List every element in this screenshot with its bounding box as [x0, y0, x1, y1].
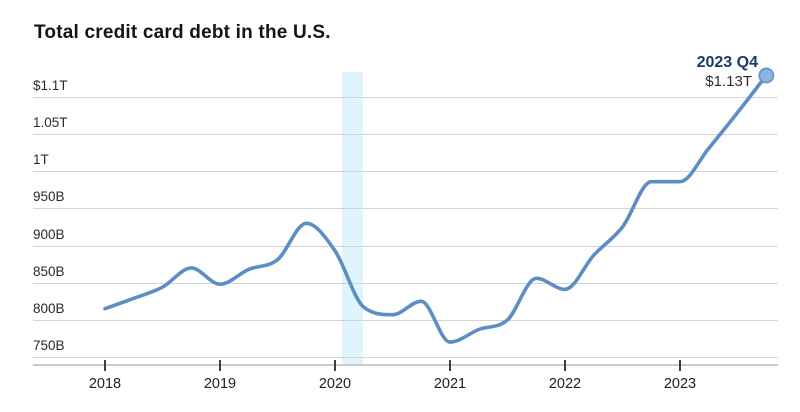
y-axis-label: 1.05T	[33, 115, 68, 130]
x-axis-tick	[104, 360, 106, 371]
x-axis-tick	[679, 360, 681, 371]
y-axis-label: 800B	[33, 301, 65, 316]
recession-band	[342, 72, 363, 364]
y-axis-label: $1.1T	[33, 78, 68, 93]
x-axis-label: 2021	[433, 376, 467, 392]
x-axis-label: 2022	[548, 376, 582, 392]
gridline	[33, 134, 778, 135]
x-axis-label: 2023	[663, 376, 697, 392]
x-axis-tick	[334, 360, 336, 371]
y-axis-label: 900B	[33, 227, 65, 242]
x-axis-label: 2019	[203, 376, 237, 392]
gridline	[33, 283, 778, 284]
gridline	[33, 171, 778, 172]
annotation-value: $1.13T	[705, 73, 752, 90]
gridline	[33, 97, 778, 98]
gridline	[33, 320, 778, 321]
x-axis-line	[33, 364, 778, 366]
x-axis-tick	[219, 360, 221, 371]
y-axis-label: 1T	[33, 152, 49, 167]
x-axis-label: 2020	[318, 376, 352, 392]
x-axis-tick	[449, 360, 451, 371]
y-axis-label: 750B	[33, 338, 65, 353]
gridline	[33, 357, 778, 358]
gridline	[33, 246, 778, 247]
y-axis-label: 850B	[33, 264, 65, 279]
chart-title: Total credit card debt in the U.S.	[34, 22, 331, 43]
x-axis-tick	[564, 360, 566, 371]
debt-line-path	[103, 73, 769, 344]
x-axis-label: 2018	[88, 376, 122, 392]
annotation-quarter: 2023 Q4	[696, 54, 758, 71]
y-axis-label: 950B	[33, 189, 65, 204]
gridline	[33, 208, 778, 209]
endpoint-marker	[758, 67, 775, 84]
endpoint-annotation: 2023 Q4 $1.13T	[697, 54, 758, 91]
